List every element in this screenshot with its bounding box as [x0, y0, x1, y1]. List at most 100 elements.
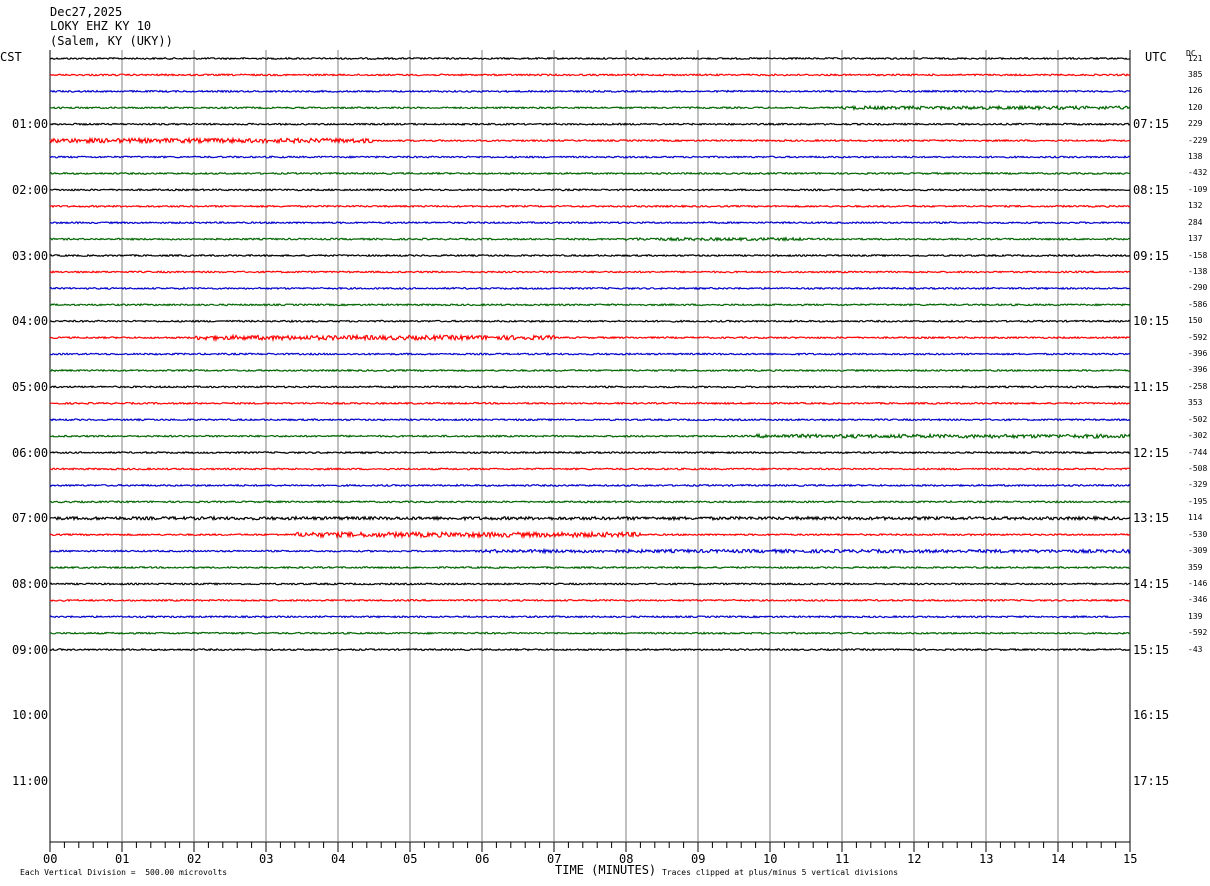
- left-hour-label: 11:00: [12, 773, 49, 788]
- trace-line: [49, 352, 1131, 356]
- trace-line: [49, 319, 1131, 324]
- x-tick-label: 06: [475, 852, 490, 866]
- x-tick-label: 14: [1051, 852, 1066, 866]
- dc-offset-label: -432: [1188, 168, 1208, 178]
- x-tick-label: 11: [835, 852, 850, 866]
- dc-offset-label: -309: [1188, 546, 1208, 556]
- dc-label: DC: [1186, 49, 1196, 58]
- trace-line: [49, 582, 1131, 586]
- right-hour-label: 10:15: [1133, 314, 1170, 329]
- trace-line: [49, 614, 1131, 619]
- dc-offset-label: 150: [1188, 316, 1203, 326]
- left-hour-label: 06:00: [12, 445, 49, 460]
- left-hour-label: 01:00: [12, 117, 49, 132]
- dc-offset-label: 114: [1188, 513, 1203, 523]
- x-tick-label: 05: [403, 852, 418, 866]
- trace-line: [49, 122, 1131, 127]
- trace-line: [50, 220, 1131, 225]
- dc-offset-label: -502: [1188, 414, 1208, 424]
- dc-offset-label: -302: [1188, 431, 1208, 441]
- left-hour-label: 05:00: [12, 379, 49, 394]
- dc-offset-label: -396: [1188, 365, 1208, 375]
- x-tick-label: 03: [259, 852, 274, 866]
- left-hour-label: 08:00: [12, 576, 49, 591]
- dc-offset-label: 229: [1188, 119, 1203, 129]
- trace-line: [49, 171, 1131, 176]
- right-hour-label: 14:15: [1133, 576, 1170, 591]
- trace-line: [49, 467, 1131, 471]
- dc-offset-label: -508: [1188, 464, 1208, 473]
- dc-offset-label: 137: [1188, 234, 1203, 244]
- dc-offset-label: 284: [1188, 217, 1203, 227]
- dc-offset-label: -138: [1188, 266, 1208, 276]
- x-tick-label: 09: [691, 852, 706, 866]
- x-tick-label: 13: [979, 852, 994, 866]
- dc-offset-label: 139: [1188, 611, 1203, 621]
- dc-offset-label: -290: [1188, 283, 1208, 293]
- left-hour-label: 07:00: [12, 511, 49, 526]
- dc-offset-label: -592: [1188, 332, 1208, 342]
- dc-offset-label: -744: [1188, 447, 1208, 457]
- dc-offset-label: -146: [1188, 578, 1208, 588]
- x-tick-label: 00: [43, 852, 58, 866]
- trace-line: [49, 188, 1131, 192]
- trace-line: [50, 598, 1131, 603]
- trace-line: [49, 56, 1131, 61]
- dc-offset-label: -346: [1188, 595, 1208, 605]
- x-tick-label: 15: [1123, 852, 1138, 866]
- dc-offset-label: -109: [1188, 184, 1208, 194]
- trace-line: [49, 73, 1131, 77]
- dc-offset-label: 385: [1188, 69, 1203, 79]
- trace-line: [49, 401, 1131, 406]
- trace-line: [49, 631, 1131, 636]
- dc-offset-label: 132: [1188, 201, 1203, 211]
- trace-line: [49, 89, 1131, 94]
- left-hour-label: 02:00: [12, 182, 49, 197]
- trace-line: [49, 515, 1131, 522]
- left-timezone-label: CST: [0, 50, 22, 64]
- trace-line: [49, 565, 1131, 570]
- right-hour-label: 11:15: [1133, 379, 1170, 394]
- dc-offset-label: -586: [1188, 299, 1208, 309]
- right-timezone-label: UTC: [1145, 50, 1167, 64]
- trace-line: [49, 253, 1131, 258]
- header-station: LOKY EHZ KY 10: [50, 19, 152, 33]
- dc-offset-label: -530: [1188, 529, 1208, 539]
- trace-line: [49, 432, 1131, 440]
- x-tick-label: 12: [907, 852, 922, 866]
- trace-line: [49, 155, 1131, 159]
- trace-line: [49, 529, 1131, 540]
- dc-offset-label: -158: [1188, 250, 1208, 260]
- dc-offset-label: -195: [1188, 496, 1208, 506]
- clip-note: Traces clipped at plus/minus 5 vertical …: [662, 868, 899, 877]
- dc-offset-label: -396: [1188, 349, 1208, 359]
- dc-offset-label: 138: [1188, 152, 1203, 162]
- trace-line: [49, 384, 1131, 389]
- dc-offset-label: -258: [1188, 381, 1208, 391]
- left-hour-label: 03:00: [12, 248, 49, 263]
- x-axis-title: TIME (MINUTES): [555, 863, 657, 877]
- x-tick-label: 07: [547, 852, 562, 866]
- x-tick-label: 02: [187, 852, 202, 866]
- trace-line: [49, 547, 1131, 555]
- left-hour-label: 09:00: [12, 642, 49, 657]
- right-hour-label: 08:15: [1133, 182, 1170, 197]
- header-date: Dec27,2025: [50, 5, 123, 19]
- dc-offset-label: 353: [1188, 398, 1203, 408]
- trace-line: [49, 302, 1131, 307]
- x-tick-label: 10: [763, 852, 778, 866]
- trace-line: [49, 236, 1131, 242]
- left-hour-label: 10:00: [12, 708, 49, 723]
- right-hour-label: 13:15: [1133, 511, 1170, 526]
- trace-line: [49, 368, 1131, 373]
- right-hour-label: 15:15: [1133, 642, 1170, 657]
- left-hour-label: 04:00: [12, 314, 49, 329]
- x-tick-label: 04: [331, 852, 346, 866]
- trace-line: [49, 483, 1131, 488]
- dc-offset-label: 126: [1188, 86, 1203, 96]
- x-tick-label: 08: [619, 852, 634, 866]
- trace-line: [49, 450, 1131, 455]
- header-location: (Salem, KY (UKY)): [50, 34, 173, 48]
- right-hour-label: 07:15: [1133, 117, 1170, 132]
